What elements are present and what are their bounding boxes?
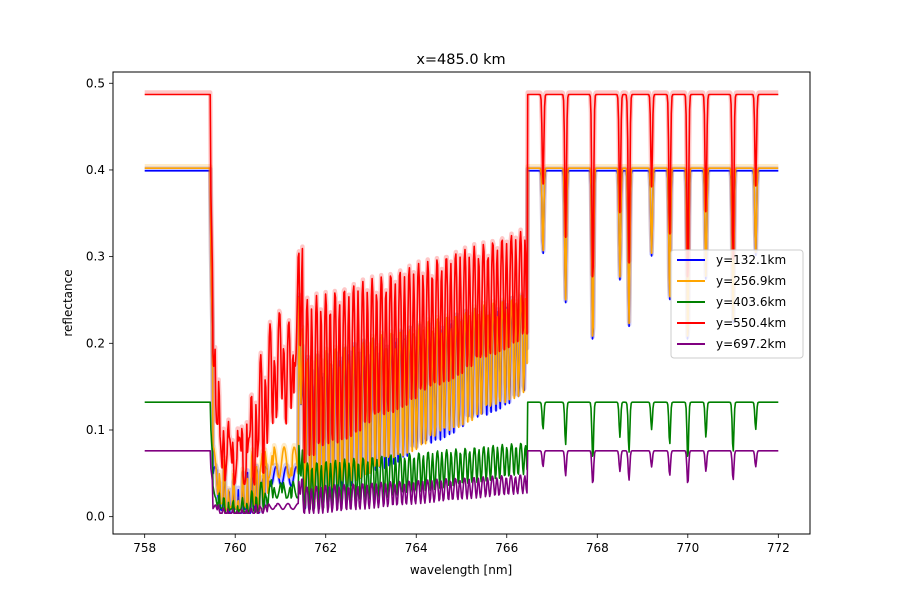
chart-title: x=485.0 km	[416, 52, 505, 68]
x-tick-label: 768	[586, 541, 609, 555]
y-tick-label: 0.0	[86, 510, 105, 524]
legend: y=132.1km y=256.9km y=403.6km y=550.4km y=69…	[670, 249, 804, 359]
x-tick-label: 760	[224, 541, 247, 555]
legend-box	[670, 249, 804, 359]
y-axis: 0.0 0.1 0.2 0.3 0.4 0.5	[86, 76, 113, 524]
legend-label: y=132.1km	[716, 253, 786, 267]
legend-label: y=256.9km	[716, 274, 786, 288]
series-line-y=697.2km	[144, 449, 779, 515]
x-axis-label: wavelength [nm]	[410, 563, 512, 577]
x-tick-label: 758	[133, 541, 156, 555]
y-tick-label: 0.4	[86, 163, 105, 177]
series-line-y=550.4km	[144, 93, 779, 486]
legend-label: y=403.6km	[716, 295, 786, 309]
y-tick-label: 0.5	[86, 76, 105, 90]
x-axis: 758 760 762 764 766 768 770 772	[133, 534, 790, 555]
x-tick-label: 770	[676, 541, 699, 555]
y-tick-label: 0.3	[86, 250, 105, 264]
y-axis-label: reflectance	[61, 269, 75, 336]
y-tick-label: 0.1	[86, 423, 105, 437]
plot-area	[143, 90, 780, 515]
y-tick-label: 0.2	[86, 336, 105, 350]
x-tick-label: 762	[314, 541, 337, 555]
legend-label: y=697.2km	[716, 337, 786, 351]
x-tick-label: 764	[405, 541, 428, 555]
axes-frame	[112, 71, 811, 535]
x-tick-label: 766	[495, 541, 518, 555]
x-tick-label: 772	[767, 541, 790, 555]
legend-label: y=550.4km	[716, 316, 786, 330]
